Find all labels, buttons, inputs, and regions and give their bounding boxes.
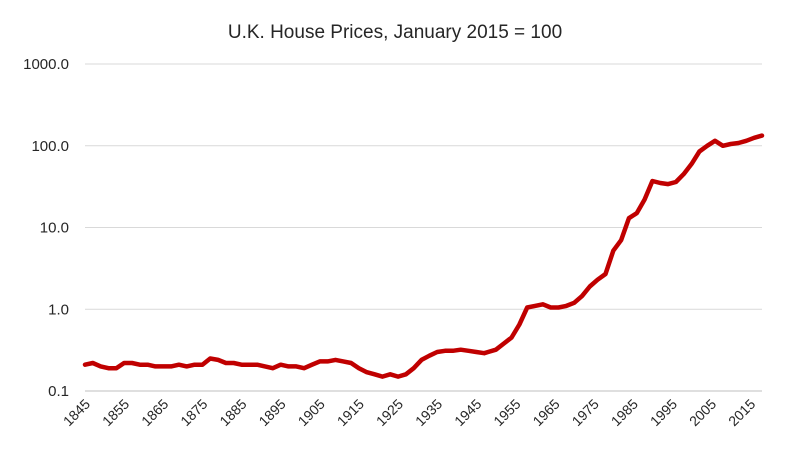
x-tick-label: 1995 <box>647 396 680 429</box>
x-tick-label: 1865 <box>138 396 171 429</box>
y-axis-ticks: 1000.0 100.0 10.0 1.0 0.1 <box>23 56 69 400</box>
y-tick-label: 100.0 <box>31 138 69 155</box>
x-tick-label: 1845 <box>60 396 93 429</box>
x-tick-label: 1915 <box>334 396 367 429</box>
x-tick-label: 1965 <box>529 396 562 429</box>
x-tick-label: 1985 <box>608 396 641 429</box>
x-tick-label: 1935 <box>412 396 445 429</box>
x-tick-label: 1945 <box>451 396 484 429</box>
series-line <box>82 133 765 379</box>
x-axis-ticks: 1845 1855 1865 1875 1885 1895 1905 1915 1925 1935… <box>60 396 759 429</box>
y-tick-label: 10.0 <box>40 220 69 237</box>
y-tick-label: 1.0 <box>48 301 69 318</box>
x-tick-label: 2015 <box>725 396 758 429</box>
y-tick-label: 1000.0 <box>23 56 69 73</box>
x-tick-label: 2005 <box>686 396 719 429</box>
x-tick-label: 1975 <box>569 396 602 429</box>
x-tick-label: 1955 <box>490 396 523 429</box>
chart-title: U.K. House Prices, January 2015 = 100 <box>228 22 562 43</box>
x-tick-label: 1925 <box>373 396 406 429</box>
x-tick-label: 1855 <box>99 396 132 429</box>
x-tick-label: 1905 <box>295 396 328 429</box>
x-tick-label: 1895 <box>255 396 288 429</box>
grid-lines <box>85 63 762 392</box>
x-tick-label: 1875 <box>177 396 210 429</box>
x-tick-label: 1885 <box>216 396 249 429</box>
y-tick-label: 0.1 <box>48 383 69 400</box>
